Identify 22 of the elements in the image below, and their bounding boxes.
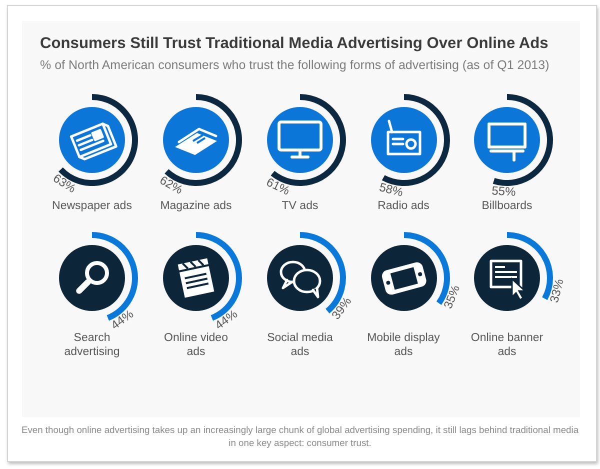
text: Newspaper ads xyxy=(51,199,133,213)
data-label: 44% xyxy=(108,306,136,332)
data-label: 33% xyxy=(546,277,567,304)
text: Radio ads xyxy=(376,199,430,213)
data-label: 35% xyxy=(440,282,462,311)
data-label: 61% xyxy=(264,174,292,198)
data-label: 55% xyxy=(491,182,517,198)
text: Magazine ads xyxy=(159,199,233,213)
text: Social media ads xyxy=(266,331,334,359)
text: Online video ads xyxy=(163,331,229,359)
text: Search advertising xyxy=(63,331,121,359)
text: Online banner ads xyxy=(470,331,544,359)
text: Even though online advertising takes up an increasingly large chunk of global advertising spending, it still lags behind traditional media in one key aspect: consumer trust. xyxy=(20,424,580,449)
text: Billboards xyxy=(480,199,534,213)
text: % of North American consumers who trust the following forms of advertising (as of Q1 2013) xyxy=(40,57,550,73)
text: TV ads xyxy=(280,199,320,213)
data-label: 44% xyxy=(212,306,240,332)
data-label: 62% xyxy=(157,172,186,197)
text: Consumers Still Trust Traditional Media Advertising Over Online Ads xyxy=(40,34,550,53)
data-label: 63% xyxy=(50,170,79,196)
data-label: 58% xyxy=(377,179,404,200)
text: Mobile display ads xyxy=(366,331,441,359)
